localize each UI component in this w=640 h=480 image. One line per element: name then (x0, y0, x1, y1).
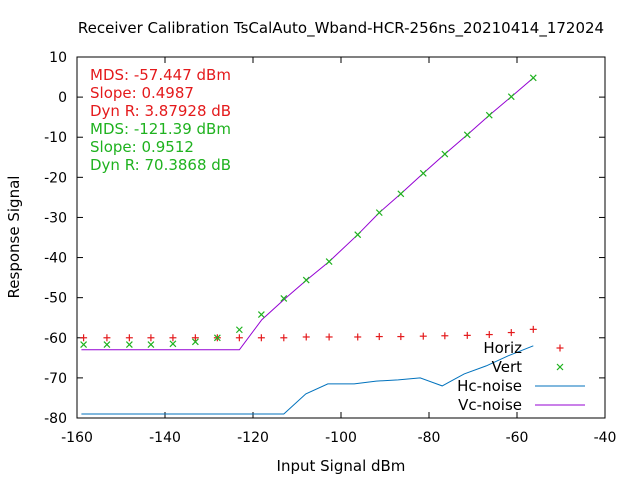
stats-annotation: Slope: 0.9512 (90, 138, 194, 156)
horiz-point (103, 334, 111, 342)
vert-point (213, 334, 221, 342)
vert-point (280, 295, 288, 302)
vert-point (397, 190, 405, 198)
y-tick-label: -20 (44, 170, 67, 186)
horiz-point (125, 334, 133, 342)
horiz-point (419, 332, 427, 340)
vert-point (529, 74, 537, 82)
vert-point (125, 341, 133, 349)
y-tick-label: -60 (44, 331, 67, 347)
vert-point (169, 340, 177, 348)
legend-marker-vert (556, 363, 564, 371)
x-tick-label: -120 (237, 430, 269, 446)
y-axis-label: Response Signal (5, 176, 23, 299)
data-series (80, 74, 537, 415)
y-tick-label: -30 (44, 210, 67, 226)
horiz-point (463, 331, 471, 339)
legend-label-vc-noise: Vc-noise (458, 396, 522, 414)
horiz-point (257, 334, 265, 342)
vert-point (302, 276, 310, 284)
vc-noise-line (81, 77, 534, 351)
vert-point (441, 150, 449, 158)
horiz-point (529, 325, 537, 333)
horiz-point (302, 333, 310, 341)
x-tick-label: -60 (506, 430, 529, 446)
vert-point (103, 341, 111, 349)
y-tick-label: 10 (49, 50, 67, 66)
horiz-point (397, 333, 405, 341)
horiz-point (280, 334, 288, 342)
axis-ticks: -160 -140 -120 -100 -80 -60 -40-80-70-60-50-40… (44, 50, 616, 446)
horiz-series (80, 325, 537, 342)
vert-point (354, 231, 362, 239)
y-tick-label: -40 (44, 251, 67, 267)
vert-point (507, 93, 515, 101)
stats-annotation: Slope: 0.4987 (90, 84, 194, 102)
stats-annotation: MDS: -121.39 dBm (90, 120, 231, 138)
vert-point (257, 311, 265, 318)
x-tick-label: -40 (594, 430, 617, 446)
vert-series (80, 74, 537, 349)
vert-point (419, 169, 427, 177)
y-tick-label: -80 (44, 411, 67, 427)
vert-point (191, 338, 199, 346)
legend-label-vert: Vert (492, 358, 522, 376)
horiz-point (441, 332, 449, 340)
vert-point (235, 326, 243, 334)
horiz-point (485, 331, 493, 339)
vert-point (80, 341, 88, 349)
y-tick-label: -10 (44, 130, 67, 146)
y-tick-label: 0 (58, 90, 67, 106)
x-tick-label: -100 (325, 430, 357, 446)
vert-point (463, 131, 471, 139)
hc-noise-line (81, 345, 534, 415)
vert-point (485, 111, 493, 119)
legend-label-horiz: Horiz (483, 339, 522, 357)
x-axis-label: Input Signal dBm (277, 457, 406, 475)
horiz-point (191, 334, 199, 342)
horiz-point (147, 334, 155, 342)
horiz-point (169, 334, 177, 342)
horiz-point (235, 334, 243, 342)
x-tick-label: -140 (149, 430, 181, 446)
vert-point (375, 209, 383, 217)
legend-label-hc-noise: Hc-noise (457, 377, 522, 395)
legend-marker-horiz (556, 344, 564, 352)
vert-point (325, 258, 333, 265)
horiz-point (354, 333, 362, 341)
stats-annotation: MDS: -57.447 dBm (90, 66, 231, 84)
horiz-point (80, 334, 88, 342)
x-tick-label: -80 (418, 430, 441, 446)
x-tick-label: -160 (61, 430, 93, 446)
y-tick-label: -70 (44, 371, 67, 387)
horiz-point (325, 333, 333, 341)
y-tick-label: -50 (44, 291, 67, 307)
horiz-point (507, 329, 515, 337)
horiz-point (375, 333, 383, 341)
stats-annotation: Dyn R: 3.87928 dB (90, 102, 231, 120)
chart-title: Receiver Calibration TsCalAuto_Wband-HCR… (78, 19, 604, 38)
stats-annotation: Dyn R: 70.3868 dB (90, 156, 231, 174)
vert-point (147, 341, 155, 349)
